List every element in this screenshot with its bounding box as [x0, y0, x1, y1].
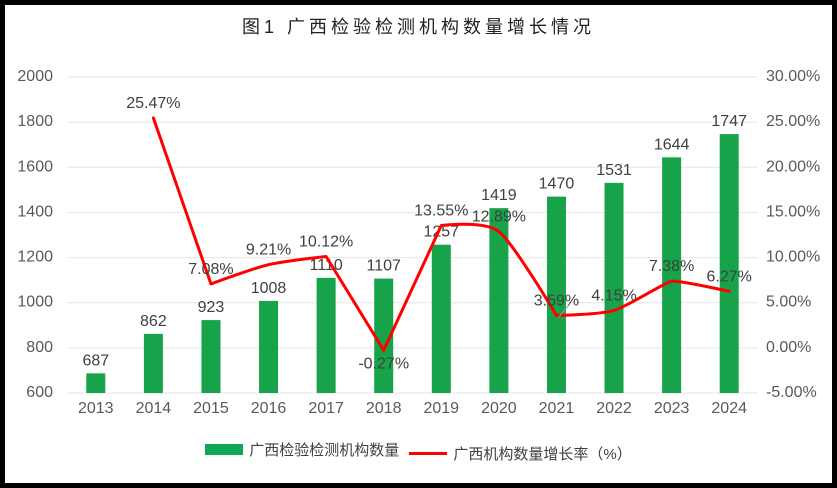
svg-text:4.15%: 4.15% [591, 287, 636, 304]
svg-text:7.08%: 7.08% [188, 261, 233, 278]
svg-text:2024: 2024 [711, 400, 747, 417]
svg-text:20.00%: 20.00% [766, 158, 820, 175]
svg-text:1800: 1800 [17, 113, 53, 130]
svg-text:1107: 1107 [367, 258, 402, 275]
svg-text:25.00%: 25.00% [766, 113, 820, 130]
svg-text:2022: 2022 [596, 400, 632, 417]
svg-text:2013: 2013 [78, 400, 114, 417]
svg-text:10.00%: 10.00% [766, 249, 820, 266]
svg-text:-5.00%: -5.00% [766, 384, 817, 401]
svg-text:0.00%: 0.00% [766, 339, 811, 356]
svg-text:2020: 2020 [481, 400, 517, 417]
svg-text:3.59%: 3.59% [534, 292, 579, 309]
svg-text:2019: 2019 [423, 400, 459, 417]
svg-text:10.12%: 10.12% [299, 233, 353, 250]
svg-text:2018: 2018 [366, 400, 402, 417]
svg-text:1400: 1400 [17, 203, 53, 220]
svg-text:1200: 1200 [17, 249, 53, 266]
svg-text:1644: 1644 [654, 136, 690, 153]
svg-text:2000: 2000 [17, 68, 53, 85]
svg-text:1747: 1747 [711, 113, 747, 130]
svg-text:1470: 1470 [539, 176, 575, 193]
svg-text:2016: 2016 [251, 400, 287, 417]
svg-text:800: 800 [26, 339, 53, 356]
svg-text:9.21%: 9.21% [246, 242, 291, 259]
svg-text:2017: 2017 [308, 400, 344, 417]
svg-text:5.00%: 5.00% [766, 294, 811, 311]
svg-text:6.27%: 6.27% [707, 268, 752, 285]
svg-text:-0.27%: -0.27% [358, 355, 409, 372]
svg-text:2015: 2015 [193, 400, 229, 417]
svg-text:30.00%: 30.00% [766, 68, 820, 85]
svg-text:1600: 1600 [17, 158, 53, 175]
svg-text:923: 923 [198, 299, 225, 316]
svg-text:2023: 2023 [654, 400, 690, 417]
svg-text:2014: 2014 [136, 400, 172, 417]
svg-text:12.89%: 12.89% [472, 208, 526, 225]
svg-text:862: 862 [140, 313, 167, 330]
svg-text:1008: 1008 [251, 280, 287, 297]
svg-text:25.47%: 25.47% [126, 95, 180, 112]
svg-text:15.00%: 15.00% [766, 203, 820, 220]
svg-text:2021: 2021 [539, 400, 575, 417]
svg-text:687: 687 [82, 352, 109, 369]
svg-text:13.55%: 13.55% [414, 203, 468, 220]
svg-text:1000: 1000 [17, 294, 53, 311]
svg-text:1110: 1110 [310, 257, 343, 274]
svg-text:1419: 1419 [481, 187, 517, 204]
svg-text:600: 600 [26, 384, 53, 401]
svg-text:7.38%: 7.38% [649, 258, 694, 275]
svg-text:1531: 1531 [596, 162, 632, 179]
